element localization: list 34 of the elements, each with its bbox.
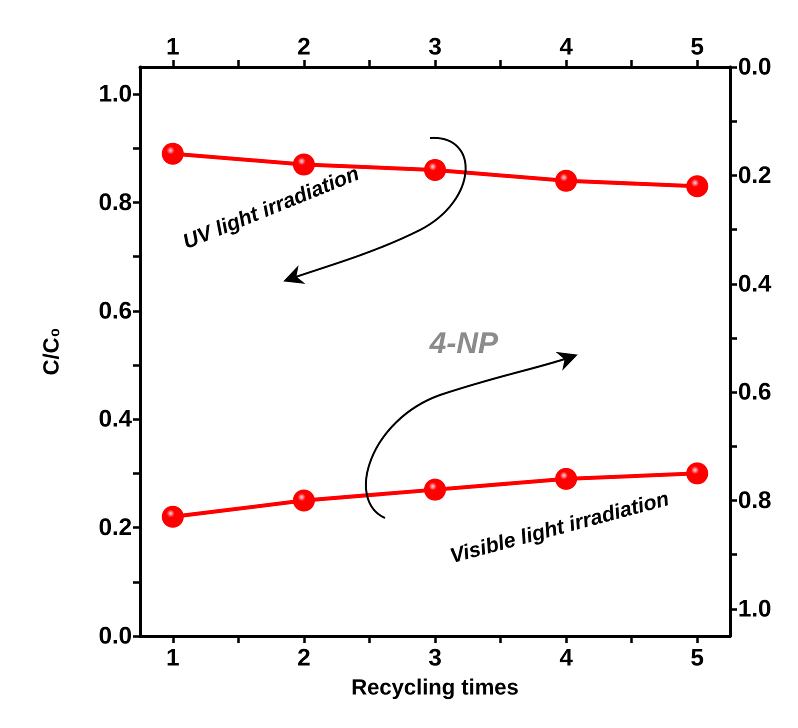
y-tick-label: 0.4 <box>98 406 133 433</box>
point <box>686 175 708 198</box>
x2-tick-label: 5 <box>690 644 704 672</box>
y2-tick-label: 0.0 <box>738 54 772 80</box>
x-tick-label: 3 <box>428 34 442 60</box>
y2-tick-label: 1.0 <box>738 595 772 622</box>
y-tick-label: 1.0 <box>98 80 132 108</box>
y-tick-label: 0.8 <box>98 188 132 216</box>
annotation: 4-NP <box>428 326 500 360</box>
point <box>555 170 578 192</box>
y-tick-label: 0.2 <box>98 514 132 542</box>
x-tick-label: 4 <box>559 34 574 60</box>
point <box>162 142 184 165</box>
point <box>424 158 446 181</box>
y2-tick-label: 0.6 <box>738 378 772 406</box>
x-tick-label: 1 <box>166 34 180 60</box>
point <box>686 462 708 484</box>
x2-tick-label: 3 <box>428 644 442 672</box>
y-axis-title: C/C₀ <box>38 328 64 376</box>
x-tick-label: 2 <box>297 34 311 60</box>
point <box>555 468 578 490</box>
x2-tick-label: 1 <box>166 644 180 672</box>
point <box>162 506 184 528</box>
x-tick-label: 5 <box>690 34 704 60</box>
x-axis-title: Recycling times <box>351 674 519 700</box>
y-tick-label: 0.0 <box>98 622 132 650</box>
y-tick-label: 0.6 <box>98 297 132 324</box>
x2-tick-label: 2 <box>297 644 311 672</box>
y2-tick-label: 0.8 <box>738 487 772 514</box>
y2-tick-label: 0.2 <box>738 162 772 189</box>
x2-tick-label: 4 <box>559 644 574 672</box>
point <box>424 478 446 501</box>
y2-tick-label: 0.4 <box>738 270 772 298</box>
point <box>292 490 315 512</box>
